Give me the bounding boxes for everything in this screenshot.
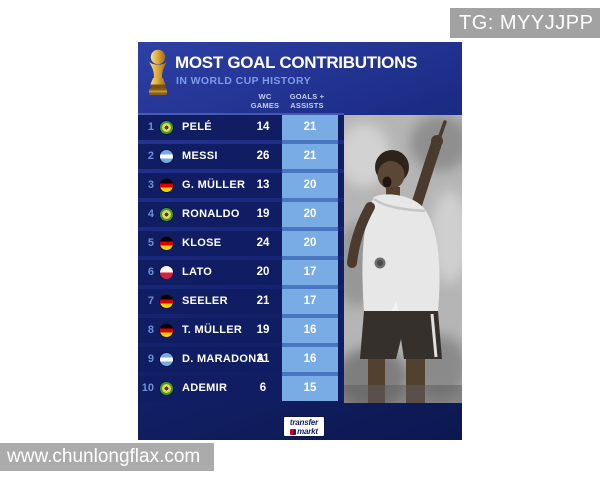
goals-assists-value: 21 bbox=[282, 144, 338, 169]
player-name: RONALDO bbox=[182, 208, 240, 220]
column-header-wc-games: WC GAMES bbox=[250, 92, 280, 110]
flag-germany-icon bbox=[160, 295, 173, 308]
goals-assists-value: 20 bbox=[282, 231, 338, 256]
rank-label: 5 bbox=[147, 237, 154, 249]
flag-argentina-icon bbox=[160, 150, 173, 163]
player-name: PELÉ bbox=[182, 121, 212, 133]
wc-games-value: 20 bbox=[256, 266, 270, 278]
wc-games-value: 14 bbox=[256, 121, 270, 133]
infographic-card: MOST GOAL CONTRIBUTIONS IN WORLD CUP HIS… bbox=[138, 42, 462, 440]
goals-assists-value: 21 bbox=[282, 115, 338, 140]
goals-assists-value: 20 bbox=[282, 173, 338, 198]
page-title: MOST GOAL CONTRIBUTIONS bbox=[175, 53, 418, 72]
rank-label: 4 bbox=[147, 208, 154, 220]
flag-brazil-icon bbox=[160, 121, 173, 134]
wc-games-value: 13 bbox=[256, 179, 270, 191]
wc-games-value: 26 bbox=[256, 150, 270, 162]
rank-label: 10 bbox=[141, 382, 154, 394]
flag-brazil-icon bbox=[160, 382, 173, 395]
goals-assists-value: 20 bbox=[282, 202, 338, 227]
player-name: MESSI bbox=[182, 150, 218, 162]
flag-germany-icon bbox=[160, 324, 173, 337]
page-subtitle: IN WORLD CUP HISTORY bbox=[176, 75, 311, 87]
flag-brazil-icon bbox=[160, 208, 173, 221]
transfermarkt-logo: transfer markt bbox=[283, 416, 325, 437]
flag-germany-icon bbox=[160, 237, 173, 250]
rank-label: 6 bbox=[147, 266, 154, 278]
transfermarkt-mark-icon bbox=[290, 428, 297, 435]
player-name: T. MÜLLER bbox=[182, 324, 243, 336]
column-header-goals-assists: GOALS + ASSISTS bbox=[289, 92, 325, 110]
pele-celebration-photo bbox=[344, 115, 462, 403]
watermark-bottom-left: www.chunlongflax.com bbox=[0, 443, 214, 471]
goals-assists-value: 17 bbox=[282, 289, 338, 314]
rank-label: 9 bbox=[147, 353, 154, 365]
player-name: D. MARADONA bbox=[182, 353, 265, 365]
player-name: KLOSE bbox=[182, 237, 222, 249]
flag-argentina-icon bbox=[160, 353, 173, 366]
goals-assists-value: 17 bbox=[282, 260, 338, 285]
watermark-top-right: TG: MYYJJPP bbox=[450, 8, 600, 38]
rank-label: 1 bbox=[147, 121, 154, 133]
player-name: G. MÜLLER bbox=[182, 179, 246, 191]
rank-label: 8 bbox=[147, 324, 154, 336]
goals-assists-value: 16 bbox=[282, 347, 338, 372]
player-name: LATO bbox=[182, 266, 213, 278]
wc-games-value: 19 bbox=[256, 324, 270, 336]
wc-games-value: 6 bbox=[259, 382, 267, 394]
player-name: SEELER bbox=[182, 295, 228, 307]
transfermarkt-logo-line1: transfer bbox=[289, 418, 319, 427]
rank-label: 7 bbox=[147, 295, 154, 307]
flag-poland-icon bbox=[160, 266, 173, 279]
goals-assists-value: 15 bbox=[282, 376, 338, 401]
player-name: ADEMIR bbox=[182, 382, 228, 394]
transfermarkt-logo-line2: markt bbox=[284, 427, 324, 436]
rank-label: 3 bbox=[147, 179, 154, 191]
flag-germany-icon bbox=[160, 179, 173, 192]
wc-games-value: 21 bbox=[256, 353, 270, 365]
world-cup-trophy-icon bbox=[146, 49, 170, 96]
wc-games-value: 21 bbox=[256, 295, 270, 307]
wc-games-value: 19 bbox=[256, 208, 270, 220]
rank-label: 2 bbox=[147, 150, 154, 162]
wc-games-value: 24 bbox=[256, 237, 270, 249]
goals-assists-value: 16 bbox=[282, 318, 338, 343]
